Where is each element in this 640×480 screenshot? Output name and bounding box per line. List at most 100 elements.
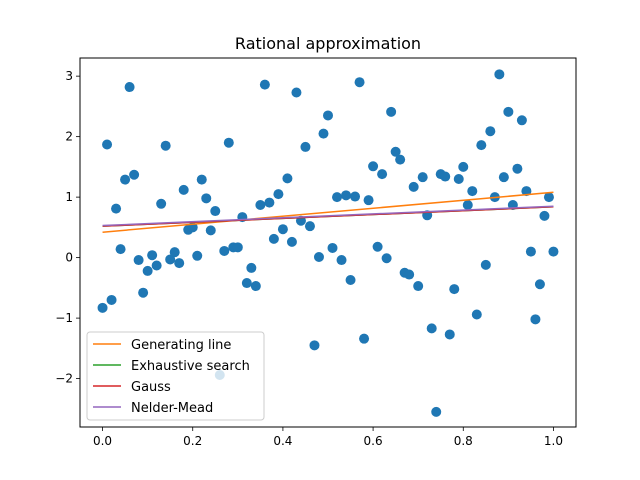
scatter-point xyxy=(255,200,266,210)
scatter-point xyxy=(300,141,311,152)
scatter-point xyxy=(462,200,473,210)
scatter-point xyxy=(449,284,460,295)
scatter-point xyxy=(120,174,131,185)
scatter-point xyxy=(291,87,302,98)
scatter-point xyxy=(241,278,252,289)
scatter-point xyxy=(476,140,487,151)
scatter-point xyxy=(336,255,347,266)
scatter-point xyxy=(485,126,496,137)
scatter-point xyxy=(304,221,315,232)
scatter-point xyxy=(151,260,162,271)
scatter-point xyxy=(165,254,176,265)
scatter-point xyxy=(264,197,275,208)
scatter-point xyxy=(417,172,428,183)
scatter-point xyxy=(282,173,293,184)
scatter-point xyxy=(174,258,185,269)
scatter-point xyxy=(160,140,171,151)
scatter-point xyxy=(404,269,415,280)
scatter-point xyxy=(345,275,356,285)
scatter-point xyxy=(543,192,554,203)
scatter-point xyxy=(539,210,550,221)
scatter-point xyxy=(548,246,559,257)
scatter-point xyxy=(111,203,122,214)
legend: Generating line Exhaustive search Gauss Nel… xyxy=(86,331,265,421)
scatter-point xyxy=(332,192,343,203)
scatter-point xyxy=(124,82,135,93)
x-tick-label: 0.2 xyxy=(183,434,202,448)
scatter-point xyxy=(525,246,536,257)
scatter-point xyxy=(232,242,243,253)
legend-label-gauss: Gauss xyxy=(131,380,171,395)
scatter-point xyxy=(138,287,149,298)
scatter-point xyxy=(309,340,320,351)
scatter-point xyxy=(503,106,514,117)
scatter-point xyxy=(350,191,361,202)
axis-ticks: 0.0 0.2 0.4 0.6 0.8 1.0 −2 −1 0 1 2 3 xyxy=(55,69,563,448)
scatter-point xyxy=(368,161,379,172)
scatter-point xyxy=(156,198,167,209)
y-tick-label: −1 xyxy=(55,311,73,325)
scatter-point xyxy=(480,259,491,270)
scatter-point xyxy=(178,184,189,195)
scatter-point xyxy=(169,247,180,258)
x-tick-label: 0.4 xyxy=(273,434,292,448)
series-line-generating-line xyxy=(102,191,554,233)
scatter-point xyxy=(440,171,451,182)
scatter-point xyxy=(246,262,257,273)
scatter-point xyxy=(318,128,329,139)
plot-area xyxy=(97,69,559,417)
scatter-point xyxy=(97,302,108,313)
x-tick-label: 0.0 xyxy=(93,434,112,448)
scatter-point xyxy=(223,137,234,148)
scatter-point xyxy=(458,161,469,172)
scatter-point xyxy=(327,242,338,253)
x-tick-label: 0.6 xyxy=(364,434,383,448)
scatter-point xyxy=(471,309,482,320)
y-tick-label: 0 xyxy=(65,251,73,265)
scatter-point xyxy=(268,233,279,244)
scatter-point xyxy=(426,323,437,334)
scatter-point xyxy=(534,279,545,290)
scatter-point xyxy=(453,173,464,184)
scatter-point xyxy=(210,206,221,217)
scatter-point xyxy=(521,186,532,197)
scatter-point xyxy=(408,181,419,192)
scatter-point xyxy=(286,236,297,247)
scatter-point xyxy=(530,314,541,325)
scatter-point xyxy=(354,77,365,88)
scatter-point xyxy=(205,225,216,236)
scatter-point xyxy=(313,252,324,263)
scatter-point xyxy=(431,406,442,417)
scatter-point xyxy=(129,169,140,180)
scatter-point xyxy=(413,281,424,292)
y-tick-label: −2 xyxy=(55,372,73,386)
scatter-point xyxy=(395,154,406,165)
scatter-point xyxy=(277,224,288,235)
scatter-point xyxy=(372,241,383,252)
scatter-point xyxy=(363,195,374,206)
scatter-point xyxy=(102,139,113,150)
y-tick-label: 1 xyxy=(65,190,73,204)
scatter-point xyxy=(323,110,333,121)
chart-title: Rational approximation xyxy=(235,34,421,53)
series-line-nelder-mead xyxy=(102,205,554,227)
scatter-point xyxy=(381,253,392,264)
scatter-point xyxy=(201,193,212,204)
x-tick-label: 1.0 xyxy=(544,434,563,448)
axes-frame xyxy=(79,57,577,428)
scatter-point xyxy=(147,250,158,261)
scatter-point xyxy=(377,169,388,180)
scatter-point xyxy=(390,146,401,157)
scatter-point xyxy=(386,106,397,117)
plot-marks xyxy=(97,69,559,417)
legend-box xyxy=(86,331,265,421)
legend-label-generating-line: Generating line xyxy=(131,338,231,353)
scatter-point xyxy=(516,115,527,126)
y-tick-label: 3 xyxy=(65,69,73,83)
scatter-point xyxy=(494,69,505,80)
scatter-point xyxy=(512,163,523,174)
x-tick-label: 0.8 xyxy=(454,434,473,448)
scatter-point xyxy=(273,189,284,200)
scatter-point xyxy=(467,186,478,197)
